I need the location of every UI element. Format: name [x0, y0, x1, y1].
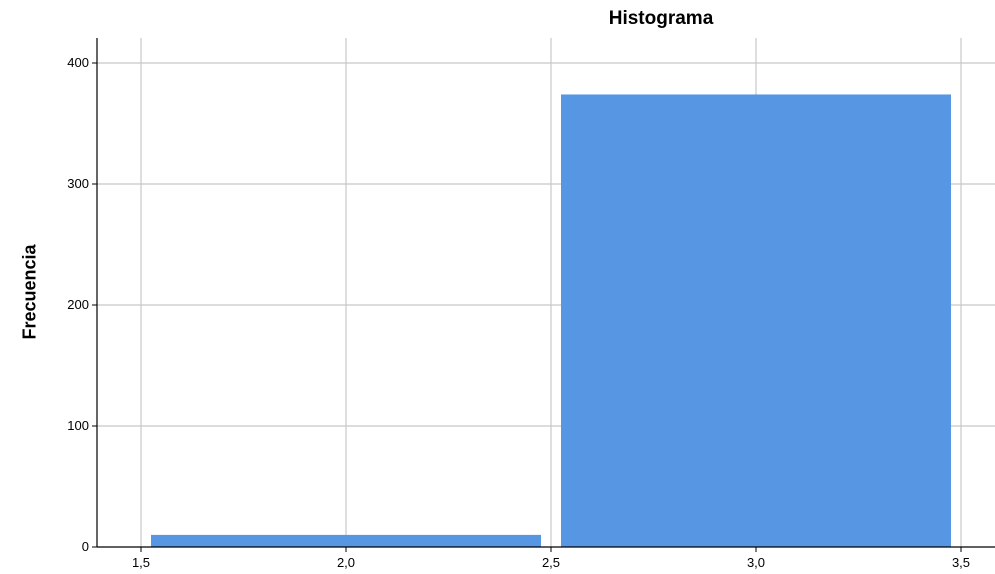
- x-tick-label: 3,5: [952, 555, 970, 570]
- x-tick-label: 2,5: [542, 555, 560, 570]
- tick-labels: 1,5 2,0 2,5 3,0 3,5 0 100 200 300 400: [67, 55, 970, 570]
- chart-title: Histograma: [608, 8, 714, 29]
- y-tick-label: 300: [67, 176, 89, 191]
- y-tick-label: 200: [67, 297, 89, 312]
- x-tick-label: 2,0: [337, 555, 355, 570]
- y-tick-label: 0: [82, 539, 89, 554]
- x-tick-label: 1,5: [132, 555, 150, 570]
- axes: [92, 38, 995, 552]
- y-tick-label: 100: [67, 418, 89, 433]
- y-tick-label: 400: [67, 55, 89, 70]
- histogram-bar-0: [151, 534, 541, 547]
- bars: [151, 94, 951, 548]
- x-tick-label: 3,0: [747, 555, 765, 570]
- histogram-bar-1: [561, 94, 951, 548]
